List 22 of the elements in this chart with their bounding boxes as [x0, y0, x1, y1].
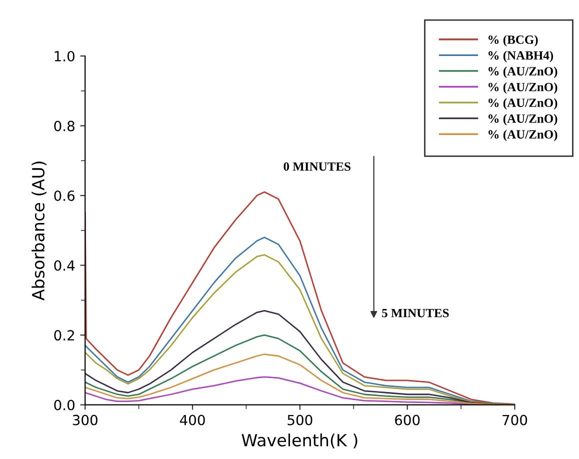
y-tick-label: 0.8 [54, 120, 74, 132]
y-tick-label: 0.4 [54, 260, 75, 271]
x-axis-title: Wavelenth(K ) [242, 434, 358, 448]
x-tick-label: 400 [180, 414, 205, 426]
legend-label: % (AU/ZnO) [488, 98, 558, 110]
legend-label: % (NABH4) [488, 50, 554, 62]
legend-label: % (AU/ZnO) [488, 130, 558, 142]
y-tick-label: 0.2 [54, 330, 74, 341]
x-tick-label: 600 [395, 414, 420, 426]
legend-label: % (BCG) [488, 35, 538, 46]
y-axis-title: Absorbance (AU) [32, 162, 46, 300]
x-tick-label: 700 [502, 414, 528, 426]
y-tick-label: 0.0 [54, 400, 74, 410]
annotation: 0 MINUTES [284, 162, 350, 171]
legend-label: % (AU/ZnO) [488, 114, 558, 126]
y-tick-label: 0.6 [54, 190, 75, 202]
legend-label: % (AU/ZnO) [488, 82, 558, 94]
x-tick-label: 500 [288, 414, 312, 426]
x-tick-label: 300 [72, 414, 98, 426]
annotation: 5 MINUTES [382, 308, 449, 318]
legend-label: % (AU/ZnO) [488, 66, 558, 78]
y-tick-label: 1.0 [54, 50, 74, 62]
